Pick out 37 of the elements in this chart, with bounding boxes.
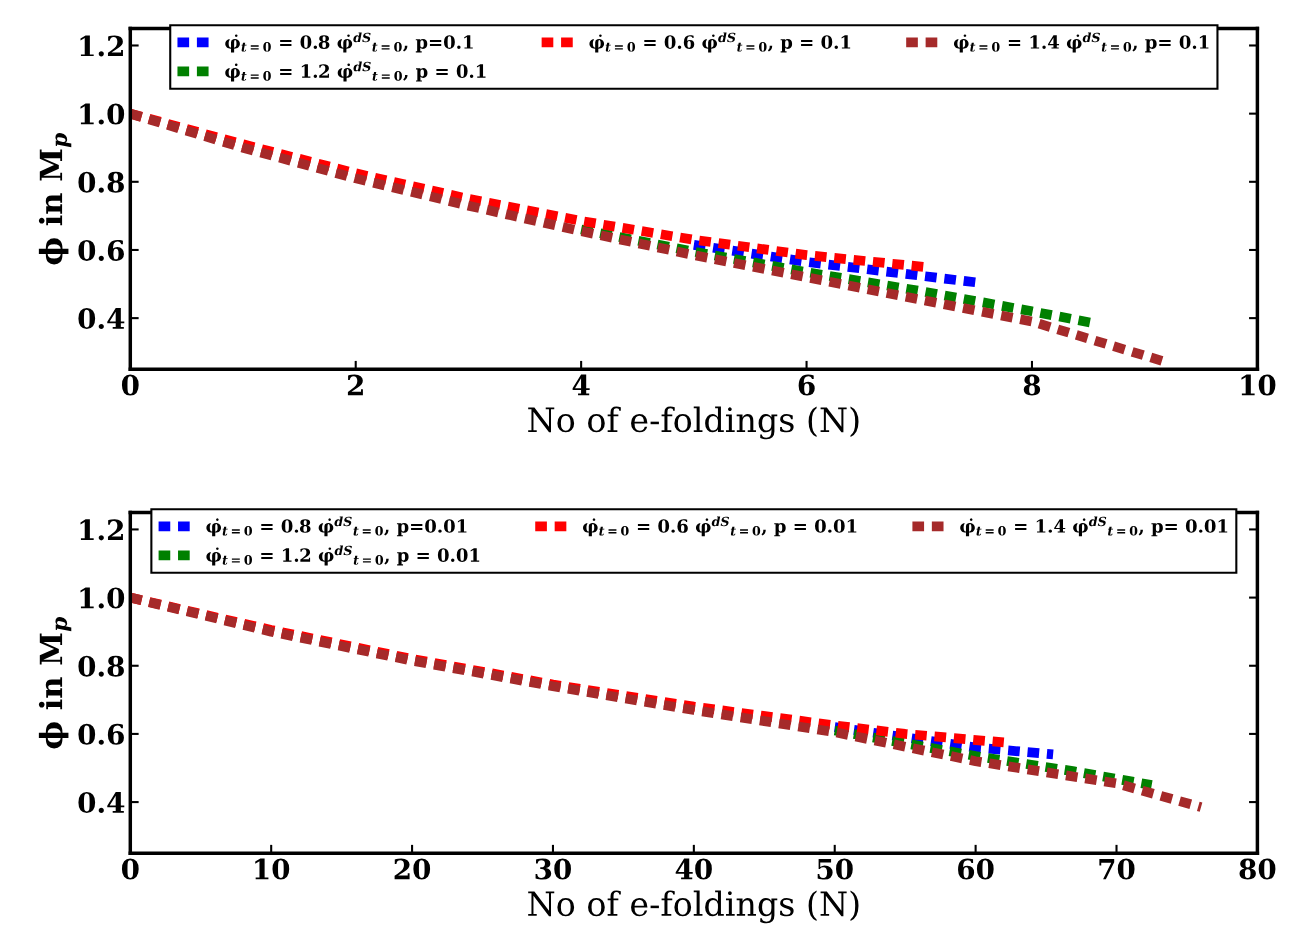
y-tick-label: 0.8 <box>78 171 124 193</box>
legend-label: φ̇$_{t=0}$ = 0.8 φ̇$^{dS}$$_{t=0}$, p=0.01 <box>206 516 467 537</box>
legend-label: φ̇$_{t=0}$ = 1.2 φ̇$^{dS}$$_{t=0}$, p = 0.01 <box>206 545 480 566</box>
legend-label: φ̇$_{t=0}$ = 1.4 φ̇$^{dS}$$_{t=0}$, p= 0.1 <box>953 32 1209 53</box>
x-tick-label: 0 <box>121 374 139 396</box>
x-tick-label: 6 <box>798 374 815 396</box>
y-tick-label: 0.4 <box>78 308 125 330</box>
y-tick-label: 1.0 <box>80 103 125 125</box>
y-tick-label: 1.0 <box>80 587 125 609</box>
y-axis-title: ϕ in M$_{p}$ <box>38 133 72 265</box>
y-tick-label: 0.6 <box>78 723 124 745</box>
y-tick-label: 1.2 <box>80 35 123 57</box>
x-tick-label: 0 <box>121 858 139 880</box>
x-tick-label: 10 <box>1241 374 1276 396</box>
x-tick-label: 30 <box>535 858 571 880</box>
legend-label: φ̇$_{t=0}$ = 1.4 φ̇$^{dS}$$_{t=0}$, p= 0.01 <box>960 516 1228 537</box>
x-tick-label: 40 <box>675 858 712 880</box>
x-tick-label: 50 <box>817 858 853 880</box>
y-tick-label: 0.6 <box>78 239 124 261</box>
legend-label: φ̇$_{t=0}$ = 0.6 φ̇$^{dS}$$_{t=0}$, p = 0.1 <box>589 32 851 53</box>
x-tick-label: 60 <box>958 858 994 880</box>
x-axis-title: No of e-foldings (N) <box>528 890 859 924</box>
y-tick-label: 0.8 <box>78 655 124 677</box>
x-tick-label: 70 <box>1099 858 1135 880</box>
x-tick-label: 4 <box>572 374 590 396</box>
x-tick-label: 2 <box>347 374 363 396</box>
y-axis-title: ϕ in M$_{p}$ <box>38 617 72 749</box>
legend-label: φ̇$_{t=0}$ = 0.6 φ̇$^{dS}$$_{t=0}$, p = 0.01 <box>583 516 857 537</box>
y-tick-label: 0.4 <box>78 792 125 814</box>
y-tick-label: 1.2 <box>80 519 123 541</box>
x-tick-label: 80 <box>1239 858 1276 880</box>
legend-label: φ̇$_{t=0}$ = 1.2 φ̇$^{dS}$$_{t=0}$, p = 0.1 <box>225 61 486 82</box>
x-tick-label: 20 <box>394 858 431 880</box>
x-axis-title: No of e-foldings (N) <box>528 406 859 440</box>
x-tick-label: 8 <box>1023 374 1041 396</box>
x-tick-label: 10 <box>255 858 290 880</box>
legend-label: φ̇$_{t=0}$ = 0.8 φ̇$^{dS}$$_{t=0}$, p=0.1 <box>225 32 473 53</box>
